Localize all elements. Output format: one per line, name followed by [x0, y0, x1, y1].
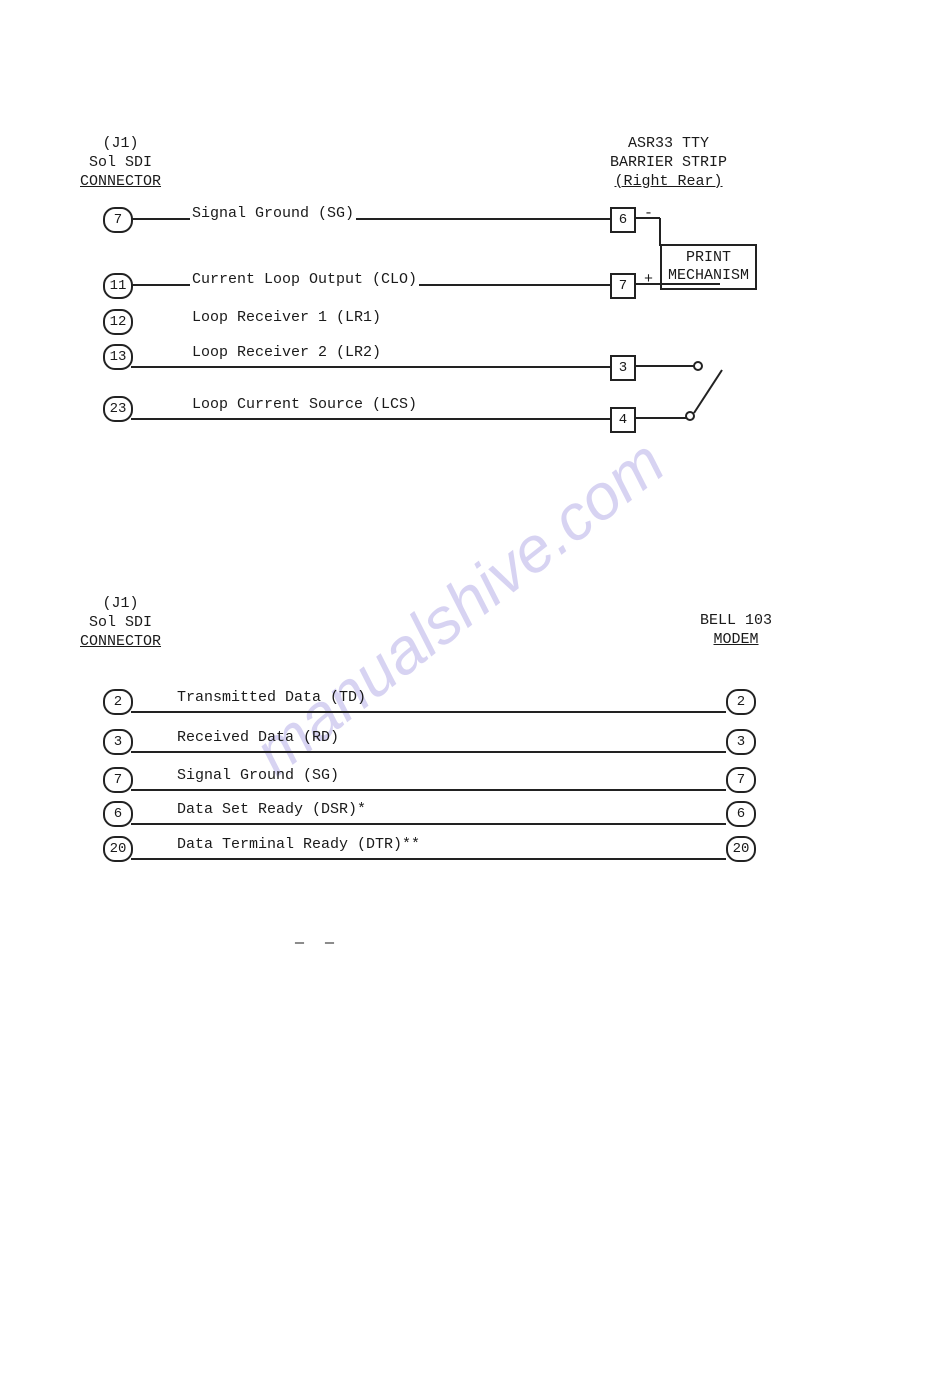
- d1-sign-minus: -: [642, 205, 655, 222]
- d1-label-r4: Loop Receiver 2 (LR2): [190, 344, 383, 361]
- d2-wire-r2: [131, 751, 726, 753]
- d1-wire-r5: [131, 418, 610, 420]
- d2-left-pin-7: 7: [103, 767, 133, 793]
- d1-left-pin-13: 13: [103, 344, 133, 370]
- d2-right-pin-7: 7: [726, 767, 756, 793]
- d1-left-pin-11: 11: [103, 273, 133, 299]
- d2-right-header-l2: MODEM: [700, 631, 772, 650]
- d1-left-pin-7: 7: [103, 207, 133, 233]
- d1-label-r2: Current Loop Output (CLO): [190, 271, 419, 288]
- d1-wire-r4: [131, 366, 610, 368]
- d2-left-header-l1: (J1): [80, 595, 161, 614]
- print-mech-l2: MECHANISM: [668, 267, 749, 285]
- print-mech-l1: PRINT: [668, 249, 749, 267]
- d2-right-pin-3: 3: [726, 729, 756, 755]
- d2-left-pin-3: 3: [103, 729, 133, 755]
- d1-left-pin-12: 12: [103, 309, 133, 335]
- d2-label-r4: Data Set Ready (DSR)*: [175, 801, 368, 818]
- d2-wire-r5: [131, 858, 726, 860]
- d2-left-header-l3: CONNECTOR: [80, 633, 161, 652]
- d2-label-r2: Received Data (RD): [175, 729, 341, 746]
- d2-left-pin-20: 20: [103, 836, 133, 862]
- d1-label-r1: Signal Ground (SG): [190, 205, 356, 222]
- d2-right-header-l1: BELL 103: [700, 612, 772, 631]
- d2-right-pin-6: 6: [726, 801, 756, 827]
- d1-right-pin-6: 6: [610, 207, 636, 233]
- d2-wire-r4: [131, 823, 726, 825]
- d2-label-r3: Signal Ground (SG): [175, 767, 341, 784]
- d2-right-pin-2: 2: [726, 689, 756, 715]
- d2-label-r5: Data Terminal Ready (DTR)**: [175, 836, 422, 853]
- d1-connector-svg: [0, 0, 942, 500]
- d1-right-header-l1: ASR33 TTY: [610, 135, 727, 154]
- d1-left-header-l3: CONNECTOR: [80, 173, 161, 192]
- d1-right-header-l2: BARRIER STRIP: [610, 154, 727, 173]
- d2-wire-r3: [131, 789, 726, 791]
- d2-label-r1: Transmitted Data (TD): [175, 689, 368, 706]
- d1-label-r3: Loop Receiver 1 (LR1): [190, 309, 383, 326]
- d1-left-header-l1: (J1): [80, 135, 161, 154]
- d2-left-pin-2: 2: [103, 689, 133, 715]
- print-mechanism-box: PRINT MECHANISM: [660, 244, 757, 290]
- d1-label-r5: Loop Current Source (LCS): [190, 396, 419, 413]
- d1-right-pin-3: 3: [610, 355, 636, 381]
- d1-right-header-l3: (Right Rear): [610, 173, 727, 192]
- d1-left-pin-23: 23: [103, 396, 133, 422]
- d2-left-pin-6: 6: [103, 801, 133, 827]
- d2-wire-r1: [131, 711, 726, 713]
- d1-left-header-l2: Sol SDI: [80, 154, 161, 173]
- d2-left-header: (J1) Sol SDI CONNECTOR: [80, 595, 161, 651]
- d2-right-header: BELL 103 MODEM: [700, 612, 772, 650]
- d2-left-header-l2: Sol SDI: [80, 614, 161, 633]
- d1-sign-plus: +: [642, 271, 655, 288]
- footer-dashes: — —: [295, 935, 340, 952]
- d1-right-pin-7: 7: [610, 273, 636, 299]
- d1-left-header: (J1) Sol SDI CONNECTOR: [80, 135, 161, 191]
- d2-right-pin-20: 20: [726, 836, 756, 862]
- d1-right-pin-4: 4: [610, 407, 636, 433]
- d1-right-header: ASR33 TTY BARRIER STRIP (Right Rear): [610, 135, 727, 191]
